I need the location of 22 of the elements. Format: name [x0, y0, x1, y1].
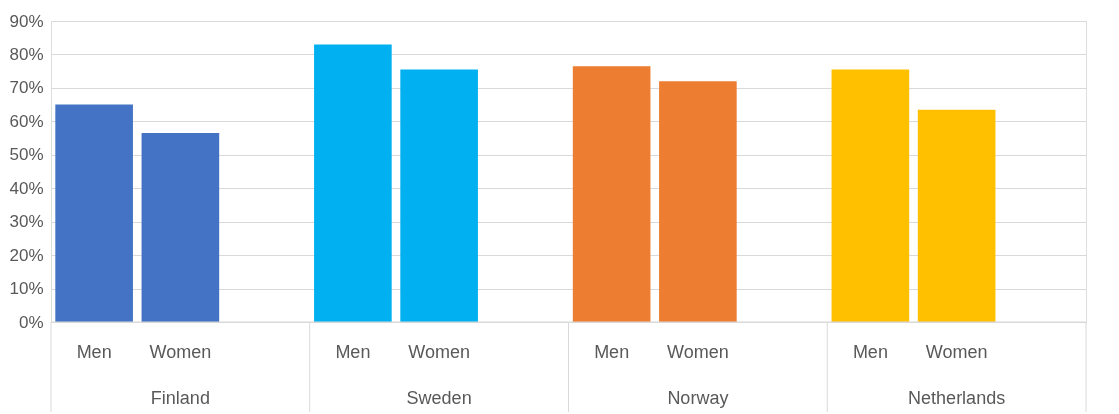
- y-tick-label: 70%: [9, 78, 44, 98]
- x-tick-label: Men: [335, 342, 371, 362]
- x-tick-label: Men: [76, 342, 112, 362]
- y-tick-label: 90%: [9, 11, 44, 31]
- y-tick-label: 40%: [9, 178, 44, 198]
- y-tick-label: 30%: [9, 212, 44, 232]
- x-tick-label: Women: [408, 342, 470, 362]
- text: Netherlands: [908, 388, 1006, 408]
- text: Finland: [150, 388, 210, 408]
- y-tick-label: 80%: [9, 44, 44, 64]
- y-tick-label: 60%: [9, 111, 44, 131]
- y-tick-label: 10%: [9, 279, 44, 299]
- x-tick-label: Men: [852, 342, 888, 362]
- x-tick-label: Women: [667, 342, 729, 362]
- x-tick-label: Women: [925, 342, 988, 362]
- y-tick-label: 50%: [9, 145, 44, 165]
- text: Norway: [667, 388, 729, 408]
- y-tick-label: 0%: [18, 312, 44, 332]
- x-tick-label: Women: [149, 342, 212, 362]
- y-tick-label: 20%: [9, 245, 44, 265]
- x-tick-label: Men: [594, 342, 630, 362]
- text: Sweden: [406, 388, 472, 408]
